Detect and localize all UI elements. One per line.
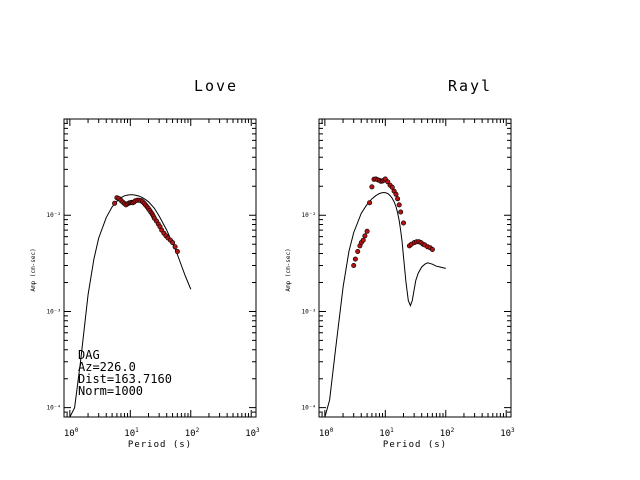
- data-point: [398, 209, 404, 215]
- station-normalization: Norm=1000: [78, 384, 143, 398]
- data-point: [362, 233, 368, 239]
- rayleigh-axis-ticks: [318, 118, 511, 418]
- station-azimuth: Az=226.0: [78, 360, 136, 374]
- rayleigh-observed-points: [351, 176, 435, 268]
- y-tick-label: 10⁻⁴: [47, 405, 61, 412]
- rayleigh-panel-title: Rayl: [448, 77, 492, 95]
- data-point: [364, 228, 370, 234]
- y-tick-label: 10⁻²: [47, 212, 61, 219]
- data-point: [393, 191, 399, 197]
- data-point: [385, 179, 391, 185]
- x-tick-label: 102: [440, 427, 455, 439]
- data-point: [352, 256, 358, 262]
- data-point: [429, 247, 435, 253]
- data-point: [360, 237, 366, 243]
- data-point: [351, 262, 357, 268]
- data-point: [396, 202, 402, 208]
- x-tick-label: 102: [185, 427, 200, 439]
- love-panel-title: Love: [194, 77, 238, 95]
- love-x-axis-label: Period (s): [128, 440, 192, 450]
- rayleigh-y-tick-labels: 10⁻² 10⁻³ 10⁻⁴: [302, 212, 316, 411]
- love-axis-ticks: [63, 118, 256, 418]
- tick-marks: [63, 118, 256, 418]
- x-tick-label: 103: [245, 427, 260, 439]
- y-tick-label: 10⁻³: [302, 308, 316, 315]
- x-tick-label: 100: [64, 427, 79, 439]
- data-point: [172, 244, 178, 250]
- y-tick-label: 10⁻²: [302, 212, 316, 219]
- rayleigh-y-axis-label: Amp (cm-sec): [285, 248, 292, 291]
- x-tick-label: 101: [124, 427, 139, 439]
- love-y-axis-label: Amp (cm-sec): [30, 248, 37, 291]
- station-name: DAG: [78, 348, 100, 362]
- rayleigh-model-curve: [324, 192, 446, 418]
- data-point: [367, 200, 373, 206]
- rayleigh-panel: Rayl 100 101 102 103 10⁻² 10⁻³ 10⁻⁴ Period (s…: [285, 77, 515, 450]
- x-tick-label: 100: [319, 427, 334, 439]
- station-info-block: DAG Az=226.0 Dist=163.7160 Norm=1000: [78, 348, 172, 398]
- rayleigh-x-tick-labels: 100 101 102 103: [319, 427, 515, 439]
- station-distance: Dist=163.7160: [78, 372, 172, 386]
- love-plot-frame: [63, 118, 257, 418]
- y-tick-label: 10⁻⁴: [302, 405, 316, 412]
- x-tick-label: 103: [500, 427, 515, 439]
- x-tick-label: 101: [379, 427, 394, 439]
- rayleigh-x-axis-label: Period (s): [383, 440, 447, 450]
- data-point: [355, 249, 361, 255]
- love-x-tick-labels: 100 101 102 103: [64, 427, 260, 439]
- rayleigh-plot-frame: [318, 118, 512, 418]
- love-y-tick-labels: 10⁻² 10⁻³ 10⁻⁴: [47, 212, 61, 411]
- love-panel: Love 100 101 102 103 10⁻² 10⁻³ 10⁻⁴ Period (s…: [30, 77, 260, 450]
- tick-marks: [318, 118, 511, 418]
- data-point: [170, 240, 176, 246]
- data-point: [369, 184, 375, 190]
- data-point: [174, 249, 180, 255]
- data-point: [395, 196, 401, 202]
- data-point: [112, 200, 118, 206]
- data-point: [400, 220, 406, 226]
- y-tick-label: 10⁻³: [47, 308, 61, 315]
- love-observed-points: [112, 195, 180, 255]
